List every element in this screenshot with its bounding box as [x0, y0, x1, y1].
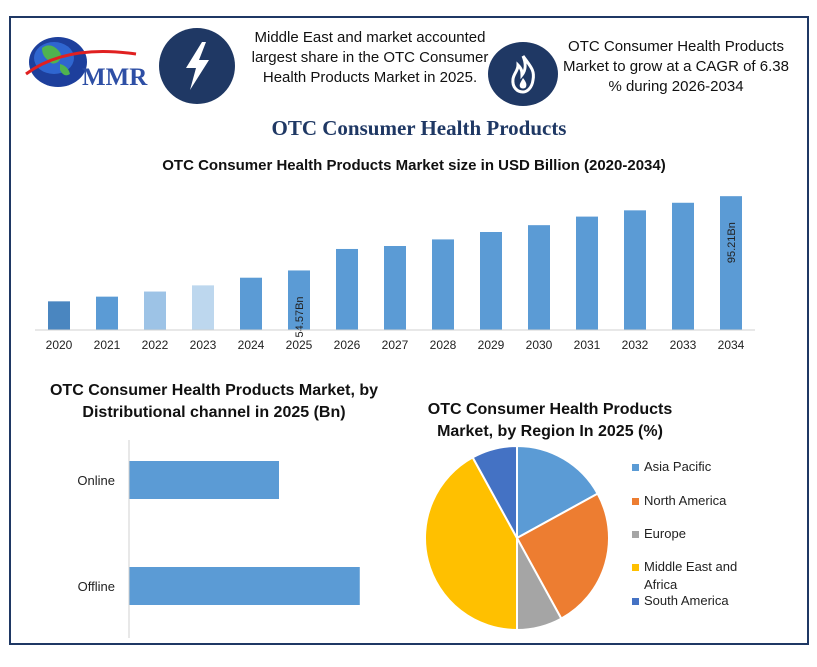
mmr-globe-logo-icon: [25, 37, 137, 87]
bar-2020: [48, 301, 70, 330]
x-tick-label: 2032: [622, 338, 649, 352]
y-tick-label: Offline: [78, 579, 115, 594]
legend-label: South America: [644, 593, 729, 608]
x-tick-label: 2026: [334, 338, 361, 352]
legend-label: North America: [644, 493, 727, 508]
bar-2026: [336, 248, 358, 330]
bar-data-label: 95.21Bn: [726, 222, 738, 263]
x-tick-label: 2025: [286, 338, 313, 352]
highlight-region-text: Middle East and market accounted largest…: [251, 29, 489, 86]
pie-slice-middle-east-and-africa: [424, 456, 518, 632]
hbar-offline: [129, 567, 360, 605]
region-chart-title: OTC Consumer Health Products Market, by …: [427, 401, 673, 440]
x-tick-label: 2021: [94, 338, 121, 352]
x-tick-label: 2033: [670, 338, 697, 352]
legend-label: Middle East and Africa: [644, 559, 738, 592]
flame-icon: [488, 42, 558, 106]
bar-2028: [432, 239, 454, 330]
x-tick-label: 2027: [382, 338, 409, 352]
y-tick-label: Online: [77, 473, 115, 488]
highlight-cagr-text: OTC Consumer Health Products Market to g…: [563, 38, 789, 95]
bar-2033: [672, 202, 694, 330]
region-pie-chart: [424, 444, 610, 632]
x-tick-label: 2023: [190, 338, 217, 352]
pie-slice-north-america: [515, 492, 610, 620]
pie-slice-asia-pacific: [516, 444, 599, 540]
x-tick-label: 2034: [718, 338, 745, 352]
channel-chart-title: OTC Consumer Health Products Market, by …: [49, 382, 379, 421]
bar-2027: [384, 246, 406, 330]
bar-data-label: 54.57Bn: [294, 296, 306, 337]
bar-2023: [192, 285, 214, 330]
x-tick-label: 2028: [430, 338, 457, 352]
legend-swatch: [632, 464, 639, 471]
bar-2032: [624, 210, 646, 330]
pie-slice-south-america: [471, 444, 518, 539]
x-tick-label: 2031: [574, 338, 601, 352]
bar-2034: [720, 196, 742, 330]
bar-2030: [528, 225, 550, 330]
market-size-chart-title: OTC Consumer Health Products Market size…: [162, 157, 666, 174]
hbar-online: [129, 461, 279, 499]
channel-bar-chart: Online Offline: [77, 440, 360, 638]
legend-label: Europe: [644, 526, 686, 541]
x-tick-label: 2024: [238, 338, 265, 352]
bar-2031: [576, 216, 598, 330]
bar-2029: [480, 232, 502, 330]
x-tick-label: 2029: [478, 338, 505, 352]
legend-label: Asia Pacific: [644, 459, 712, 474]
legend-swatch: [632, 564, 639, 571]
bar-2025: [288, 270, 310, 330]
legend-swatch: [632, 498, 639, 505]
x-tick-label: 2020: [46, 338, 73, 352]
legend-swatch: [632, 598, 639, 605]
legend-swatch: [632, 531, 639, 538]
lightning-bolt-icon: [159, 28, 235, 104]
bar-2022: [144, 291, 166, 330]
x-tick-label: 2022: [142, 338, 169, 352]
bar-2021: [96, 296, 118, 330]
x-tick-label: 2030: [526, 338, 553, 352]
bar-2024: [240, 277, 262, 330]
page-title: OTC Consumer Health Products: [271, 116, 567, 140]
brand-logo-text: MMR: [82, 64, 148, 91]
